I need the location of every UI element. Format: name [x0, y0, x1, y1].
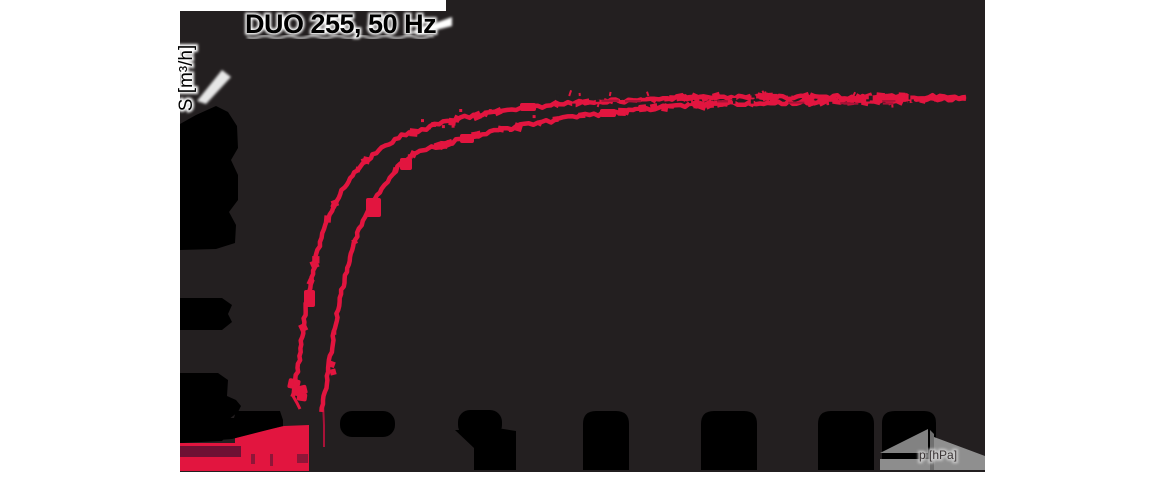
- svg-text:S [m³/h]: S [m³/h]: [176, 45, 197, 112]
- svg-text:DUO 255, 50 Hz: DUO 255, 50 Hz: [245, 9, 436, 39]
- svg-text:S [m³/h]: S [m³/h]: [176, 45, 197, 112]
- svg-text:p [hPa]: p [hPa]: [919, 448, 957, 462]
- svg-text:DUO 255, 50 Hz: DUO 255, 50 Hz: [245, 9, 436, 39]
- svg-text:p [hPa]: p [hPa]: [919, 448, 957, 462]
